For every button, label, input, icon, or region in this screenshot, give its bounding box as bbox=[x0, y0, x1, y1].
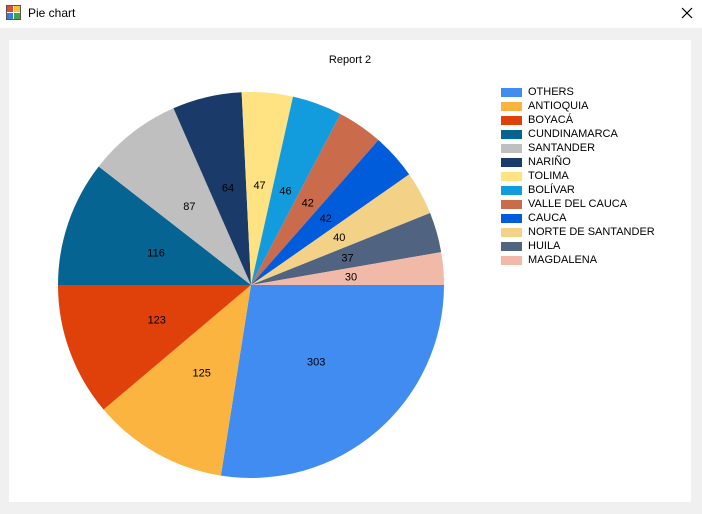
legend-swatch bbox=[501, 143, 522, 153]
legend-item: ANTIOQUIA bbox=[501, 99, 655, 113]
legend-label: ANTIOQUIA bbox=[528, 100, 589, 112]
chart-title: Report 2 bbox=[328, 54, 372, 66]
legend-label: BOLÍVAR bbox=[528, 184, 575, 196]
chart-panel: Report 2 303 125 123 116 87 64 47 46 42 42 40 37 30 … bbox=[9, 40, 691, 502]
app-icon bbox=[6, 5, 21, 20]
pie-slice-0 bbox=[220, 285, 444, 478]
legend-label: TOLIMA bbox=[528, 170, 569, 182]
legend-item: NARIÑO bbox=[501, 155, 655, 169]
legend-swatch bbox=[501, 157, 522, 167]
slice-value-label: 303 bbox=[307, 356, 325, 368]
slice-value-label: 30 bbox=[345, 271, 357, 283]
legend-label: SANTANDER bbox=[528, 142, 596, 154]
close-button[interactable] bbox=[672, 0, 702, 26]
slice-value-label: 46 bbox=[279, 186, 291, 198]
legend-swatch bbox=[501, 129, 522, 139]
slice-value-label: 42 bbox=[320, 213, 332, 225]
pie-slice-7 bbox=[251, 96, 341, 285]
chart-legend: OTHERS ANTIOQUIA BOYACÁ CUNDINAMARCA SANTAND… bbox=[501, 85, 655, 267]
pie-slice-5 bbox=[173, 92, 251, 285]
legend-label: CUNDINAMARCA bbox=[528, 128, 618, 140]
legend-label: MAGDALENA bbox=[528, 254, 598, 266]
legend-swatch bbox=[501, 87, 522, 97]
legend-item: BOLÍVAR bbox=[501, 183, 655, 197]
pie-slice-12 bbox=[251, 252, 444, 285]
slice-value-label: 42 bbox=[302, 197, 314, 209]
slice-value-label: 125 bbox=[193, 367, 211, 379]
legend-item: SANTANDER bbox=[501, 141, 655, 155]
legend-swatch bbox=[501, 101, 522, 111]
legend-swatch bbox=[501, 115, 522, 125]
legend-item: OTHERS bbox=[501, 85, 655, 99]
legend-item: NORTE DE SANTANDER bbox=[501, 225, 655, 239]
close-icon bbox=[681, 7, 693, 19]
legend-label: NARIÑO bbox=[528, 156, 571, 168]
legend-swatch bbox=[501, 171, 522, 181]
pie-slice-8 bbox=[251, 113, 379, 285]
pie-slice-1 bbox=[103, 285, 252, 476]
legend-swatch bbox=[501, 185, 522, 195]
legend-label: OTHERS bbox=[528, 86, 574, 98]
legend-item: VALLE DEL CAUCA bbox=[501, 197, 655, 211]
pie-slice-3 bbox=[58, 166, 251, 285]
slice-value-label: 40 bbox=[333, 232, 345, 244]
legend-item: CUNDINAMARCA bbox=[501, 127, 655, 141]
slice-value-label: 64 bbox=[222, 182, 234, 194]
legend-swatch bbox=[501, 199, 522, 209]
legend-item: HUILA bbox=[501, 239, 655, 253]
legend-item: CAUCA bbox=[501, 211, 655, 225]
window-title: Pie chart bbox=[28, 6, 76, 20]
legend-swatch bbox=[501, 255, 522, 265]
legend-swatch bbox=[501, 213, 522, 223]
legend-label: BOYACÁ bbox=[528, 114, 574, 126]
legend-label: VALLE DEL CAUCA bbox=[528, 198, 628, 210]
pie-slice-6 bbox=[241, 92, 294, 285]
legend-item: BOYACÁ bbox=[501, 113, 655, 127]
pie-slice-2 bbox=[58, 285, 251, 410]
legend-swatch bbox=[501, 241, 522, 251]
slice-value-label: 87 bbox=[183, 201, 195, 213]
pie-slice-4 bbox=[98, 108, 251, 286]
pie-slice-11 bbox=[251, 213, 442, 285]
legend-item: TOLIMA bbox=[501, 169, 655, 183]
slice-value-label: 123 bbox=[148, 314, 166, 326]
pie-slice-10 bbox=[251, 174, 431, 285]
legend-swatch bbox=[501, 227, 522, 237]
title-bar: Pie chart bbox=[0, 0, 702, 28]
slice-value-label: 116 bbox=[147, 247, 165, 259]
pie-slice-9 bbox=[251, 140, 410, 285]
legend-label: NORTE DE SANTANDER bbox=[528, 226, 655, 238]
slice-value-label: 47 bbox=[253, 180, 265, 192]
slice-value-label: 37 bbox=[341, 253, 353, 265]
legend-label: CAUCA bbox=[528, 212, 567, 224]
legend-label: HUILA bbox=[528, 240, 561, 252]
legend-item: MAGDALENA bbox=[501, 253, 655, 267]
